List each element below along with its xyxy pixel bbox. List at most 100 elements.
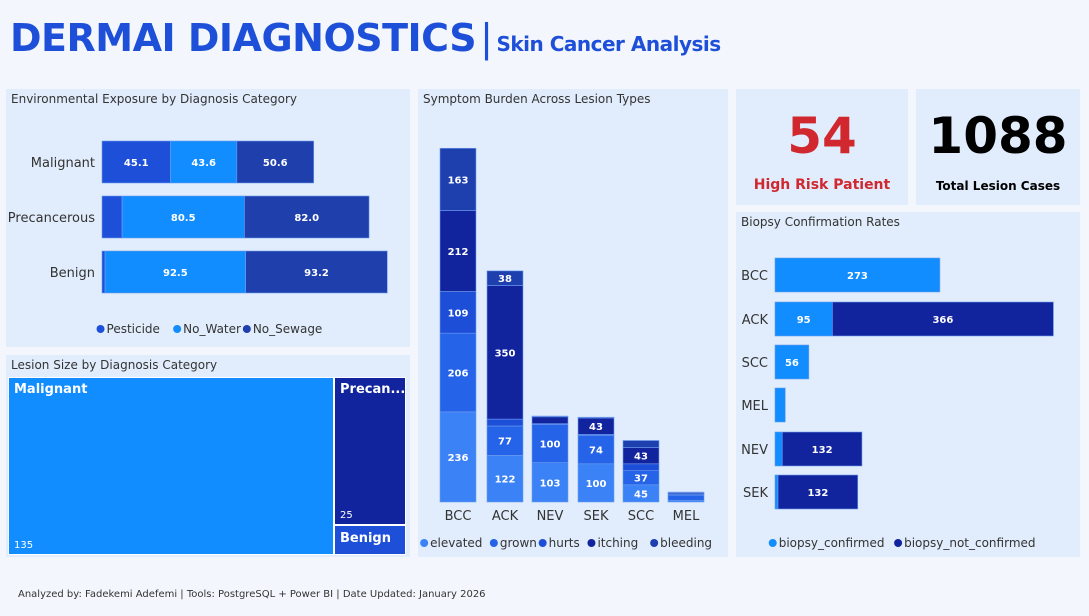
- legend-marker-no_sewage: [242, 325, 251, 333]
- bar-segment-benign-pesticide[interactable]: [101, 250, 106, 294]
- bar-segment-ack-grown[interactable]: [486, 425, 524, 456]
- title-separator: |: [480, 16, 493, 60]
- category-label: Precancerous: [8, 211, 95, 226]
- category-label: ACK: [492, 509, 519, 524]
- data-label: 74: [589, 446, 603, 457]
- bar-segment-precancerous-pesticide[interactable]: [101, 195, 123, 239]
- treemap-malignant[interactable]: Malignant 135: [8, 377, 334, 555]
- category-label: BCC: [741, 269, 768, 284]
- treemap-precancerous[interactable]: Precan... 25: [334, 377, 406, 525]
- lesion-size-panel[interactable]: Lesion Size by Diagnosis Category Malign…: [6, 355, 410, 557]
- data-label: 163: [448, 175, 469, 186]
- data-label: 56: [785, 358, 799, 369]
- kpi-high-risk: 54 High Risk Patient: [736, 89, 908, 205]
- bar-segment-scc-bleeding[interactable]: [622, 440, 660, 448]
- data-label: 50.6: [263, 158, 288, 169]
- bar-segment-sek-grown[interactable]: [577, 435, 615, 465]
- title-subtitle: Skin Cancer Analysis: [496, 32, 721, 56]
- bar-segment-mel-grown[interactable]: [667, 494, 705, 501]
- data-label: 38: [498, 274, 512, 285]
- category-label: MEL: [673, 509, 700, 524]
- bar-segment-malignant-no_sewage[interactable]: [236, 140, 315, 184]
- bar-segment-benign-no_sewage[interactable]: [245, 250, 388, 294]
- bar-segment-benign-no_water[interactable]: [104, 250, 246, 294]
- data-label: 37: [634, 474, 648, 485]
- legend-label-biopsy_not_confirmed: biopsy_not_confirmed: [904, 536, 1035, 550]
- data-label: 93.2: [304, 268, 329, 279]
- symptom-panel[interactable]: Symptom Burden Across Lesion Types BCC 23…: [418, 89, 728, 557]
- data-label: 43: [589, 422, 603, 433]
- category-label: SCC: [742, 356, 768, 371]
- data-label: 103: [540, 478, 561, 489]
- data-label: 92.5: [163, 268, 188, 279]
- bar-segment-scc-hurts[interactable]: [622, 463, 660, 471]
- data-label: 45.1: [124, 158, 149, 169]
- legend-marker-biopsy_confirmed: [768, 539, 777, 547]
- bar-segment-ack-hurts[interactable]: [486, 418, 524, 427]
- bar-segment-sek-biopsy_not_confirmed[interactable]: [777, 474, 859, 510]
- bar-segment-ack-elevated[interactable]: [486, 455, 524, 503]
- legend-marker-grown: [489, 539, 498, 547]
- symptom-title: Symptom Burden Across Lesion Types: [423, 92, 651, 106]
- bar-segment-mel-biopsy_confirmed[interactable]: [774, 387, 786, 423]
- legend-label-elevated: elevated: [430, 536, 482, 550]
- bar-segment-sek-elevated[interactable]: [577, 463, 615, 503]
- biopsy-chart: BCC 273 ACK 95 366 SCC 56 MEL NEV 132 SEK 132 biopsy…: [741, 257, 1054, 550]
- category-label: Benign: [50, 266, 95, 281]
- bar-segment-ack-biopsy_not_confirmed[interactable]: [832, 301, 1054, 337]
- symptom-chart: BCC 236 206 109 212 163 ACK 122 77 350 38 NEV 103 100…: [420, 147, 712, 550]
- bar-segment-bcc-biopsy_confirmed[interactable]: [774, 257, 941, 293]
- bar-segment-malignant-no_water[interactable]: [170, 140, 238, 184]
- bar-segment-nev-elevated[interactable]: [531, 462, 569, 503]
- data-label: 132: [812, 445, 833, 456]
- legend-label-biopsy_confirmed: biopsy_confirmed: [779, 536, 885, 550]
- category-label: Malignant: [31, 156, 95, 171]
- bar-segment-nev-grown[interactable]: [531, 424, 569, 463]
- bar-segment-nev-biopsy_confirmed[interactable]: [774, 431, 783, 467]
- category-label: MEL: [741, 399, 768, 414]
- lesion-size-title: Lesion Size by Diagnosis Category: [11, 358, 218, 372]
- legend-marker-pesticide: [96, 325, 105, 333]
- data-label: 100: [540, 440, 561, 451]
- category-label: NEV: [741, 443, 768, 458]
- legend-label-no_water: No_Water: [183, 322, 241, 336]
- data-label: 95: [797, 315, 811, 326]
- data-label: 100: [586, 479, 607, 490]
- legend-marker-no_water: [173, 325, 182, 333]
- biopsy-panel[interactable]: Biopsy Confirmation Rates BCC 273 ACK 95 366…: [736, 212, 1080, 557]
- bar-segment-sek-bleeding[interactable]: [577, 416, 615, 419]
- env-exposure-panel[interactable]: Environmental Exposure by Diagnosis Cate…: [6, 89, 410, 347]
- legend-label-no_sewage: No_Sewage: [253, 322, 323, 336]
- biopsy-title: Biopsy Confirmation Rates: [741, 215, 900, 229]
- data-label: 236: [448, 453, 469, 464]
- bar-segment-ack-itching[interactable]: [486, 285, 524, 420]
- dashboard-title: DERMAI DIAGNOSTICS | Skin Cancer Analysis: [10, 16, 721, 60]
- data-label: 132: [807, 488, 828, 499]
- bar-segment-scc-biopsy_confirmed[interactable]: [774, 344, 810, 380]
- category-label: SEK: [584, 509, 609, 524]
- bar-segment-bcc-hurts[interactable]: [439, 291, 477, 334]
- bar-segment-nev-itching[interactable]: [531, 416, 569, 424]
- bar-segment-nev-biopsy_not_confirmed[interactable]: [781, 431, 863, 467]
- kpi-total-cases: 1088 Total Lesion Cases: [916, 89, 1080, 205]
- category-label: NEV: [537, 509, 564, 524]
- data-label: 273: [847, 271, 868, 282]
- data-label: 43.6: [191, 158, 216, 169]
- bar-segment-nev-bleeding[interactable]: [531, 415, 569, 418]
- data-label: 206: [448, 369, 469, 380]
- bar-segment-precancerous-no_water[interactable]: [121, 195, 245, 239]
- data-label: 43: [634, 452, 648, 463]
- category-label: ACK: [742, 313, 769, 328]
- treemap-benign[interactable]: Benign: [334, 525, 406, 555]
- bar-segment-bcc-grown[interactable]: [439, 332, 477, 413]
- bar-segment-ack-bleeding[interactable]: [486, 270, 524, 286]
- bar-segment-bcc-bleeding[interactable]: [439, 147, 477, 211]
- bar-segment-precancerous-no_sewage[interactable]: [244, 195, 370, 239]
- bar-segment-ack-biopsy_confirmed[interactable]: [774, 301, 833, 337]
- bar-segment-bcc-elevated[interactable]: [439, 411, 477, 503]
- legend-marker-elevated: [420, 539, 429, 547]
- data-label: 77: [498, 437, 512, 448]
- data-label: 122: [495, 475, 516, 486]
- bar-segment-mel-bleeding[interactable]: [667, 491, 705, 494]
- bar-segment-sek-biopsy_confirmed[interactable]: [774, 474, 779, 510]
